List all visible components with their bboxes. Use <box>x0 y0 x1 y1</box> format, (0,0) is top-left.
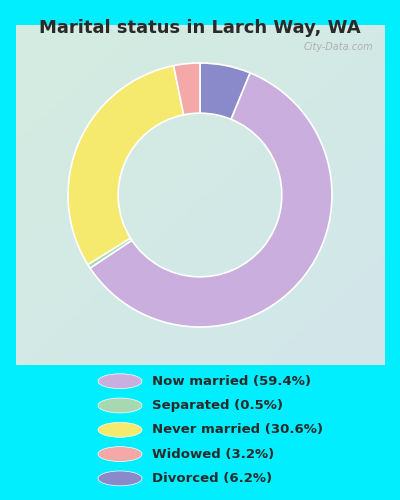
Text: Now married (59.4%): Now married (59.4%) <box>152 374 311 388</box>
Text: Widowed (3.2%): Widowed (3.2%) <box>152 448 274 460</box>
Text: Never married (30.6%): Never married (30.6%) <box>152 424 323 436</box>
Wedge shape <box>174 63 200 115</box>
Circle shape <box>98 471 142 486</box>
Wedge shape <box>200 63 250 120</box>
Text: City-Data.com: City-Data.com <box>303 42 373 52</box>
Wedge shape <box>68 66 184 264</box>
Circle shape <box>98 422 142 437</box>
Text: Divorced (6.2%): Divorced (6.2%) <box>152 472 272 485</box>
Text: Separated (0.5%): Separated (0.5%) <box>152 399 283 412</box>
Circle shape <box>98 398 142 413</box>
Wedge shape <box>88 238 132 268</box>
Circle shape <box>98 446 142 462</box>
Wedge shape <box>90 73 332 327</box>
Text: Marital status in Larch Way, WA: Marital status in Larch Way, WA <box>39 19 361 37</box>
Circle shape <box>98 374 142 388</box>
